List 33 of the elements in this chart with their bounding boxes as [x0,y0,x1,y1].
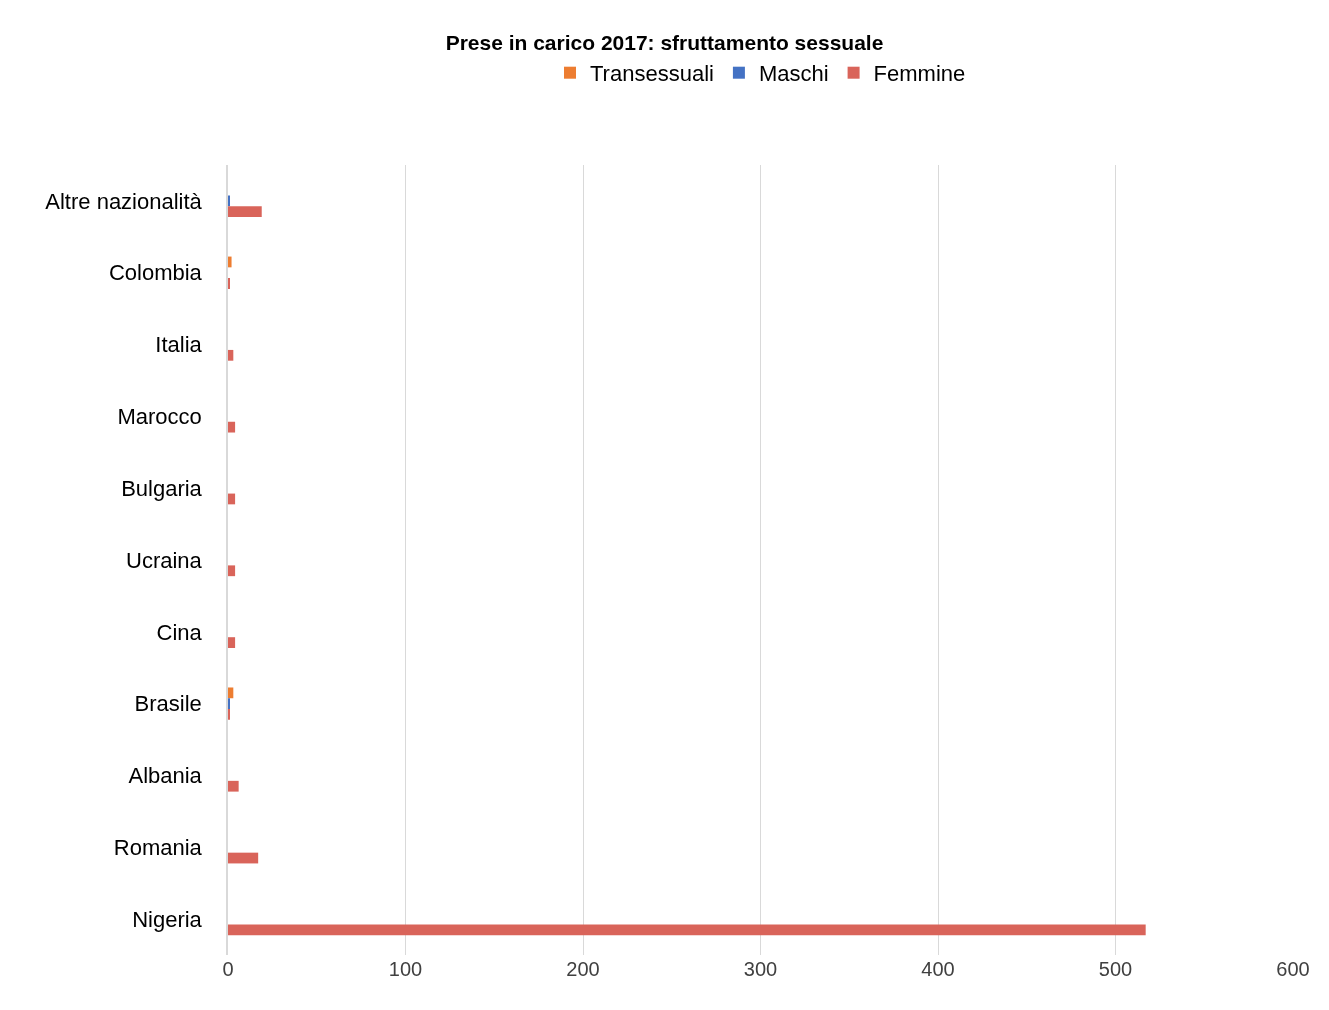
x-tick-label: 600 [1276,958,1310,980]
y-tick-label: Romania [113,834,203,860]
y-tick-label: Marocco [117,404,202,430]
bar [228,493,236,505]
y-tick-label: Cina [156,619,203,645]
x-tick-label: 300 [743,958,778,980]
y-tick-label: Nigeria [132,906,203,932]
bar [228,349,234,361]
legend-label: Transessuali [590,61,714,87]
y-tick-label: Albania [128,763,203,789]
bar [228,687,234,699]
bar [228,565,236,577]
chart-title: Prese in carico 2017: sfruttamento sessuale [445,31,884,55]
bar [228,206,262,218]
y-tick-label: Bulgaria [121,475,203,501]
bar [228,780,239,792]
x-tick-label: 500 [1098,958,1133,980]
bar [228,924,1146,936]
y-tick-label: Ucraina [126,547,203,573]
x-tick-label: 400 [921,958,955,980]
x-tick-label: 200 [566,958,600,980]
bar [228,421,236,433]
y-tick-label: Altre nazionalità [45,188,203,214]
bar [228,256,232,268]
y-tick-label: Brasile [134,691,202,717]
bar [228,637,236,648]
x-tick-label: 0 [222,958,234,980]
bar [228,852,259,864]
legend-label: Femmine [873,61,966,87]
legend-label: Maschi [758,61,829,87]
y-tick-label: Colombia [108,260,203,286]
x-tick-label: 100 [388,958,423,980]
y-tick-label: Italia [155,332,203,358]
